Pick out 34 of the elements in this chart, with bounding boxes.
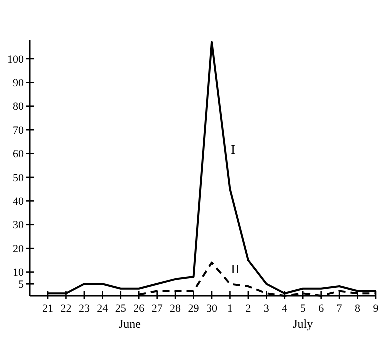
y-tick-label: 90 <box>13 78 24 90</box>
x-tick-label: 2 <box>246 303 252 315</box>
x-tick-label: 3 <box>264 303 270 315</box>
y-tick-label: 20 <box>13 243 24 256</box>
x-tick-label: 23 <box>78 303 90 315</box>
x-tick-label: 5 <box>300 303 306 315</box>
x-tick-label: 21 <box>42 303 54 315</box>
y-tick-label: 10 <box>13 267 24 280</box>
text: July <box>293 317 314 331</box>
x-tick-label: 1 <box>227 303 233 315</box>
y-tick-label: 80 <box>13 101 24 114</box>
x-tick-label: 6 <box>318 303 325 315</box>
x-tick-label: 8 <box>355 303 362 315</box>
x-tick-label: 4 <box>282 303 288 315</box>
y-tick-label: 50 <box>13 172 24 184</box>
x-tick-label: 28 <box>170 303 182 315</box>
y-tick-label: 70 <box>13 124 24 137</box>
y-tick-label: 100 <box>8 54 24 66</box>
y-tick-label: 30 <box>13 220 24 232</box>
x-tick-label: 30 <box>206 303 218 315</box>
x-tick-label: 25 <box>115 303 127 315</box>
x-tick-label: 24 <box>97 303 109 315</box>
x-tick-label: 9 <box>373 303 380 315</box>
x-tick-label: 22 <box>60 303 72 315</box>
x-tick-label: 29 <box>188 303 200 315</box>
x-tick-label: 7 <box>336 303 343 315</box>
y-tick-label: 60 <box>13 148 24 161</box>
series-label: II <box>231 261 240 276</box>
x-tick-label: 26 <box>134 303 146 315</box>
x-tick-label: 27 <box>152 303 164 315</box>
series-label: I <box>231 142 236 157</box>
text: June <box>119 317 141 331</box>
y-tick-label: 40 <box>13 196 24 208</box>
y-tick-label: 5 <box>18 279 24 291</box>
